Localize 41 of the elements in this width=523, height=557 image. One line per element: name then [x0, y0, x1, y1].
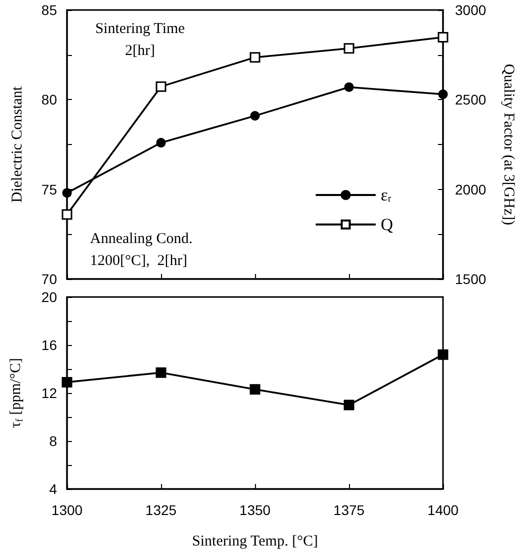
point	[156, 81, 166, 92]
y-tick-label: 75	[41, 181, 58, 198]
annotation: Sintering Time 2[hr]	[95, 21, 186, 59]
point	[62, 376, 72, 388]
x-tick-label: 1400	[427, 502, 459, 518]
y-tick-label: 8	[49, 433, 58, 449]
y-tick-label: 20	[41, 289, 58, 305]
legend-label: Q	[380, 215, 394, 234]
point	[62, 188, 72, 198]
x-tick-label: 1300	[51, 502, 83, 518]
point	[438, 349, 448, 360]
point	[250, 384, 260, 395]
y2-axis-title: Quality Factor (at 3[GHz])	[500, 64, 516, 226]
point	[250, 52, 260, 63]
y2-tick-label: 2000	[455, 181, 486, 198]
point	[438, 32, 448, 43]
legend-label: εr	[380, 186, 392, 204]
y-tick-label: 4	[49, 481, 58, 497]
point	[344, 82, 354, 92]
y2-tick-label: 2500	[455, 92, 486, 108]
y-axis-title: τf [ppm/°C]	[8, 358, 26, 428]
point	[62, 209, 72, 220]
y2-tick-label: 3000	[455, 2, 486, 18]
x-tick-label: 1350	[239, 502, 271, 518]
y-axis-title: Dielectric Constant	[10, 86, 26, 203]
point	[344, 43, 354, 54]
y-tick-label: 85	[41, 2, 58, 18]
point	[156, 138, 166, 148]
point	[344, 400, 354, 410]
point	[250, 111, 260, 121]
y-tick-label: 80	[41, 92, 58, 108]
point	[156, 367, 166, 378]
y-tick-label: 12	[41, 385, 58, 401]
y-tick-label: 16	[41, 337, 58, 353]
x-axis-title: Sintering Temp. [°C]	[192, 534, 318, 550]
point	[438, 90, 448, 100]
y2-tick-label: 1500	[455, 271, 486, 287]
y-tick-label: 70	[41, 271, 58, 287]
annotation: Annealing Cond. 1200[°C], 2[hr]	[90, 231, 192, 269]
x-tick-label: 1375	[333, 502, 365, 518]
x-tick-label: 1325	[145, 502, 177, 518]
